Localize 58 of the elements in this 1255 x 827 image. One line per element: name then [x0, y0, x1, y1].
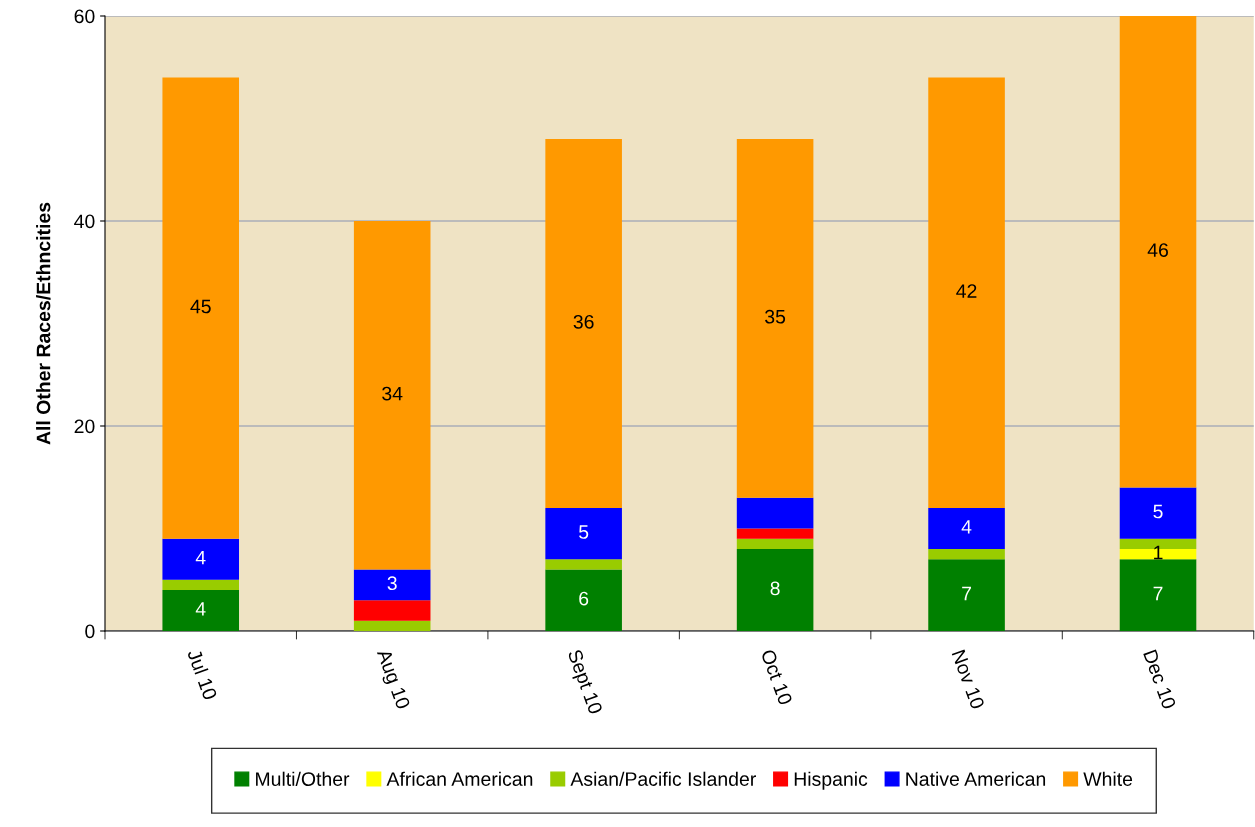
bar [928, 77, 1005, 508]
legend-label: Native American [906, 771, 1046, 786]
legend-label: Hispanic [794, 771, 868, 790]
bar [162, 538, 240, 580]
bar [1119, 487, 1197, 539]
bar [736, 549, 814, 631]
bar [545, 139, 622, 508]
bar [545, 559, 622, 570]
bar [736, 528, 814, 539]
bar [162, 579, 240, 590]
bar [736, 139, 814, 498]
data-label: 3 [387, 576, 397, 591]
bar [545, 569, 622, 631]
data-label: 8 [770, 581, 780, 596]
y-tick-label: 40 [74, 214, 95, 229]
x-tick-label: Sept 10 [563, 648, 603, 717]
data-label: 4 [195, 550, 206, 565]
data-label: 1 [1154, 545, 1163, 560]
x-tick-label: Dec 10 [1143, 649, 1177, 710]
data-label: 34 [382, 386, 403, 401]
x-tick-label: Oct 10 [760, 648, 793, 706]
y-tick-label: 0 [85, 624, 95, 639]
bar [736, 538, 814, 549]
y-tick-label: 60 [74, 9, 95, 24]
bar [353, 600, 431, 621]
bar [162, 590, 240, 631]
data-label: 35 [765, 309, 786, 324]
bar [1119, 16, 1197, 488]
bar [736, 497, 814, 529]
data-label: 42 [956, 284, 977, 298]
bar [928, 508, 1005, 549]
x-tick-label: Aug 10 [373, 647, 411, 712]
legend-label: Multi/Other [256, 771, 350, 786]
bar [545, 508, 622, 560]
legend-label: White [1083, 771, 1133, 786]
x-tick-label: Jul 10 [187, 647, 218, 701]
data-label: 5 [579, 525, 589, 539]
legend-label: African American [386, 771, 533, 786]
data-label: 4 [195, 602, 206, 616]
bar [162, 77, 240, 539]
legend-label: Asian/Pacific Islander [570, 771, 756, 786]
y-tick-label: 20 [74, 419, 95, 434]
bar [353, 221, 431, 570]
data-label: 6 [579, 591, 589, 606]
bar [353, 620, 431, 631]
x-tick-label: Nov 10 [951, 649, 985, 710]
data-label: 4 [961, 520, 972, 534]
bar [353, 569, 431, 601]
data-label: 36 [573, 314, 594, 329]
bar [928, 559, 1005, 631]
data-label: 5 [1153, 504, 1163, 519]
bar [1119, 559, 1197, 631]
data-label: 7 [1153, 586, 1163, 601]
bar [928, 549, 1005, 560]
y-axis-title: All Other Races/Ethncities [36, 202, 51, 445]
data-label: 7 [962, 586, 971, 601]
data-label: 46 [1147, 243, 1168, 257]
data-label: 45 [190, 299, 211, 314]
